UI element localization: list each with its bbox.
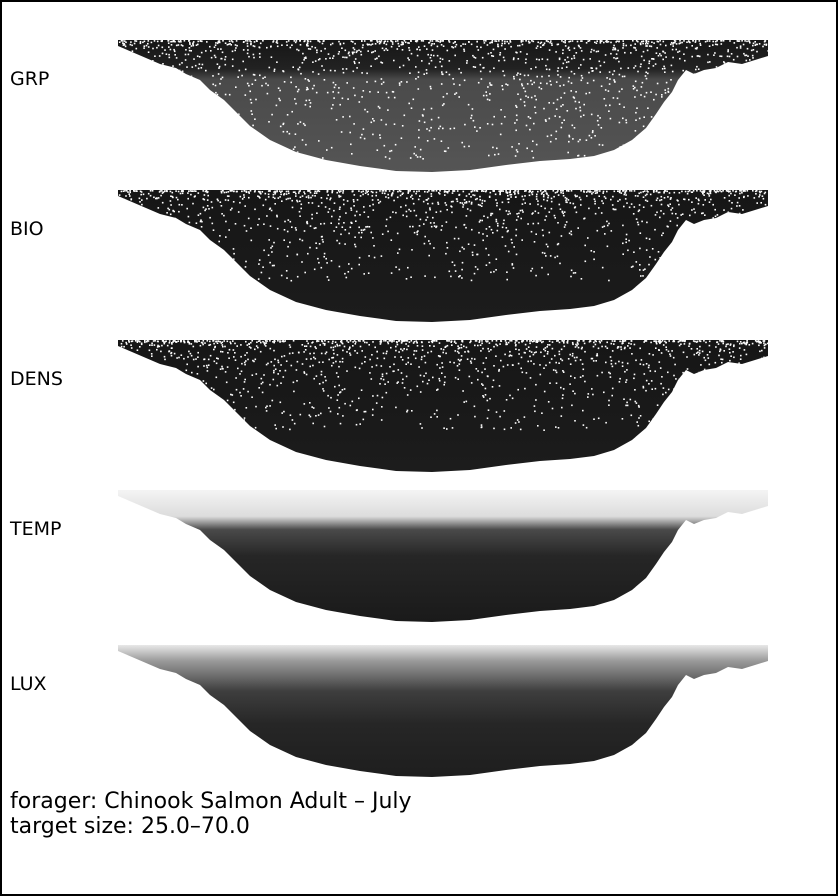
panel-label: BIO [10, 218, 44, 240]
footer-target-size: target size: 25.0–70.0 [10, 814, 250, 839]
panel-label: TEMP [9, 518, 61, 540]
panel-label: DENS [10, 368, 63, 390]
panel-label: LUX [10, 673, 47, 695]
footer-forager: forager: Chinook Salmon Adult – July [10, 789, 412, 814]
viewer: GRP BIO DENS TEMP LUX forager: Chinook Salmo… [0, 0, 838, 896]
panel-label: GRP [10, 68, 49, 90]
